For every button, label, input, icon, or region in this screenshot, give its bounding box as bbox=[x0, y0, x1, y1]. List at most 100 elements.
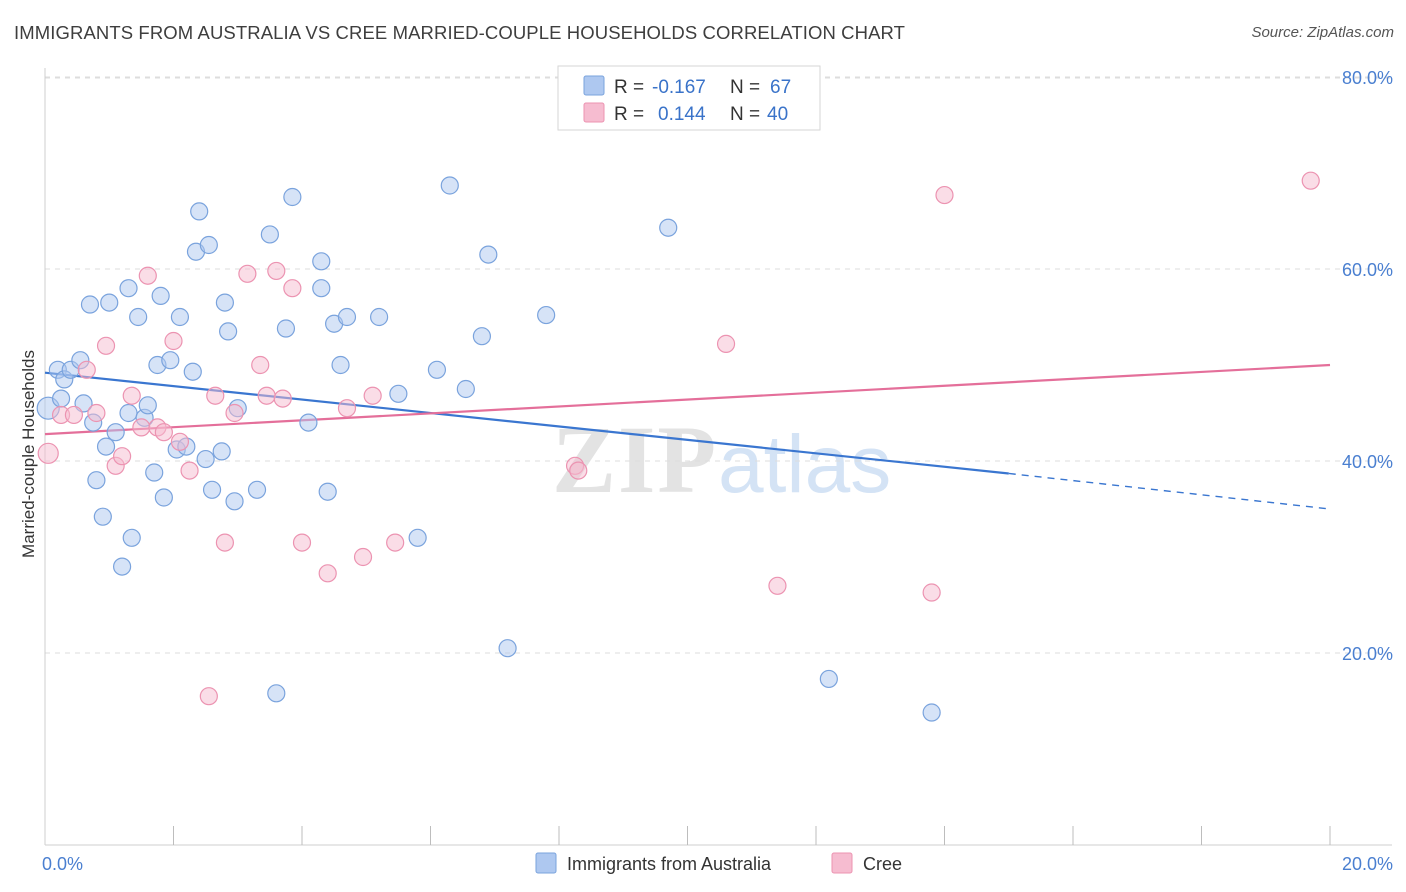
point-australia-42 bbox=[267, 684, 286, 703]
point-cree-18 bbox=[215, 533, 234, 552]
point-australia-46 bbox=[312, 252, 331, 271]
point-australia-41 bbox=[260, 225, 279, 244]
point-australia-58 bbox=[472, 327, 491, 346]
point-australia-36 bbox=[215, 293, 234, 312]
legend-r-value-pink: 0.144 bbox=[658, 104, 706, 125]
chart-title: IMMIGRANTS FROM AUSTRALIA VS CREE MARRIE… bbox=[14, 22, 906, 43]
y-tick-label-40: 40.0% bbox=[1342, 452, 1393, 472]
legend-n-label-pink: N = bbox=[730, 104, 760, 125]
point-cree-38 bbox=[1301, 171, 1320, 190]
point-australia-51 bbox=[337, 307, 357, 327]
point-cree-15 bbox=[180, 461, 199, 480]
trend-lines bbox=[44, 363, 1331, 510]
point-australia-38 bbox=[225, 492, 244, 511]
legend-r-label-pink: R = bbox=[614, 104, 644, 125]
point-australia-44 bbox=[283, 187, 302, 207]
point-australia-17 bbox=[122, 528, 141, 547]
legend-r-value-blue: -0.167 bbox=[652, 77, 706, 98]
point-cree-30 bbox=[363, 386, 382, 405]
point-cree-13 bbox=[164, 331, 183, 351]
point-australia-18 bbox=[129, 307, 148, 327]
trend-line-blue bbox=[44, 371, 1009, 475]
point-australia-10 bbox=[93, 507, 112, 526]
point-australia-54 bbox=[408, 528, 427, 547]
point-cree-33 bbox=[569, 461, 588, 480]
point-australia-52 bbox=[370, 307, 389, 327]
trend-line-pink bbox=[44, 363, 1331, 436]
point-australia-12 bbox=[100, 293, 119, 312]
point-australia-34 bbox=[202, 480, 222, 499]
point-australia-25 bbox=[161, 351, 180, 370]
point-australia-48 bbox=[318, 482, 337, 501]
point-cree-4 bbox=[87, 403, 106, 423]
series-legend: Immigrants from Australia Cree bbox=[535, 852, 902, 874]
point-cree-24 bbox=[273, 389, 292, 408]
point-australia-53 bbox=[389, 384, 408, 403]
point-australia-21 bbox=[145, 463, 164, 482]
point-cree-9 bbox=[132, 418, 151, 437]
legend-swatch-pink bbox=[583, 102, 605, 123]
point-australia-20 bbox=[138, 396, 157, 415]
point-cree-0 bbox=[37, 442, 59, 464]
point-australia-35 bbox=[212, 442, 231, 461]
y-tick-label-80: 80.0% bbox=[1342, 68, 1393, 88]
point-australia-47 bbox=[312, 279, 331, 298]
point-cree-20 bbox=[238, 264, 257, 283]
legend-n-value-blue: 67 bbox=[770, 77, 791, 98]
legend-swatch-blue bbox=[583, 75, 605, 96]
point-cree-23 bbox=[267, 261, 286, 281]
point-australia-31 bbox=[190, 202, 209, 221]
point-cree-14 bbox=[170, 432, 190, 451]
point-cree-36 bbox=[922, 583, 941, 602]
legend-n-label-blue: N = bbox=[730, 77, 760, 98]
point-cree-17 bbox=[206, 386, 225, 405]
point-cree-25 bbox=[283, 279, 302, 298]
point-australia-13 bbox=[106, 423, 125, 442]
point-australia-9 bbox=[87, 471, 106, 490]
bottom-legend-label-blue: Immigrants from Australia bbox=[567, 854, 772, 874]
point-australia-55 bbox=[427, 360, 447, 379]
point-cree-26 bbox=[292, 533, 312, 552]
points-immigrants-from-australia bbox=[36, 176, 941, 722]
point-australia-64 bbox=[922, 703, 941, 722]
point-australia-16 bbox=[119, 279, 138, 298]
point-cree-27 bbox=[318, 564, 337, 583]
point-cree-16 bbox=[199, 687, 218, 706]
point-cree-7 bbox=[112, 447, 132, 466]
point-australia-60 bbox=[498, 639, 517, 658]
trend-line-blue-projection bbox=[1008, 472, 1331, 510]
watermark-atlas: atlas bbox=[718, 419, 891, 510]
bottom-legend-swatch-pink bbox=[831, 852, 853, 874]
point-cree-22 bbox=[257, 386, 276, 405]
bottom-legend-swatch-blue bbox=[535, 852, 557, 874]
point-australia-33 bbox=[199, 235, 218, 255]
point-australia-15 bbox=[119, 403, 138, 423]
point-australia-59 bbox=[479, 245, 498, 264]
legend-n-value-pink: 40 bbox=[767, 104, 788, 125]
point-cree-5 bbox=[96, 336, 116, 355]
point-cree-35 bbox=[768, 576, 787, 595]
legend-r-label-blue: R = bbox=[614, 77, 644, 98]
point-cree-34 bbox=[716, 334, 736, 353]
point-australia-45 bbox=[299, 413, 318, 432]
point-australia-56 bbox=[440, 176, 459, 195]
point-australia-11 bbox=[96, 437, 116, 456]
point-australia-7 bbox=[80, 295, 100, 314]
point-australia-32 bbox=[196, 449, 215, 469]
point-australia-2 bbox=[51, 389, 71, 408]
x-tick-label-min: 0.0% bbox=[42, 854, 83, 874]
point-australia-14 bbox=[112, 557, 132, 576]
point-cree-28 bbox=[337, 399, 357, 418]
y-tick-label-60: 60.0% bbox=[1342, 260, 1393, 280]
point-australia-24 bbox=[154, 488, 173, 507]
y-axis-label: Married-couple Households bbox=[19, 350, 38, 558]
point-australia-63 bbox=[819, 669, 838, 689]
point-cree-8 bbox=[122, 386, 141, 405]
point-cree-37 bbox=[935, 185, 954, 205]
point-australia-37 bbox=[219, 322, 238, 341]
tick-labels: 20.0% 40.0% 60.0% 80.0% 0.0% 20.0% bbox=[42, 68, 1393, 874]
correlation-legend: R = -0.167 N = 67 R = 0.144 N = 40 bbox=[557, 65, 821, 131]
point-cree-21 bbox=[251, 355, 270, 375]
point-australia-23 bbox=[151, 286, 170, 305]
